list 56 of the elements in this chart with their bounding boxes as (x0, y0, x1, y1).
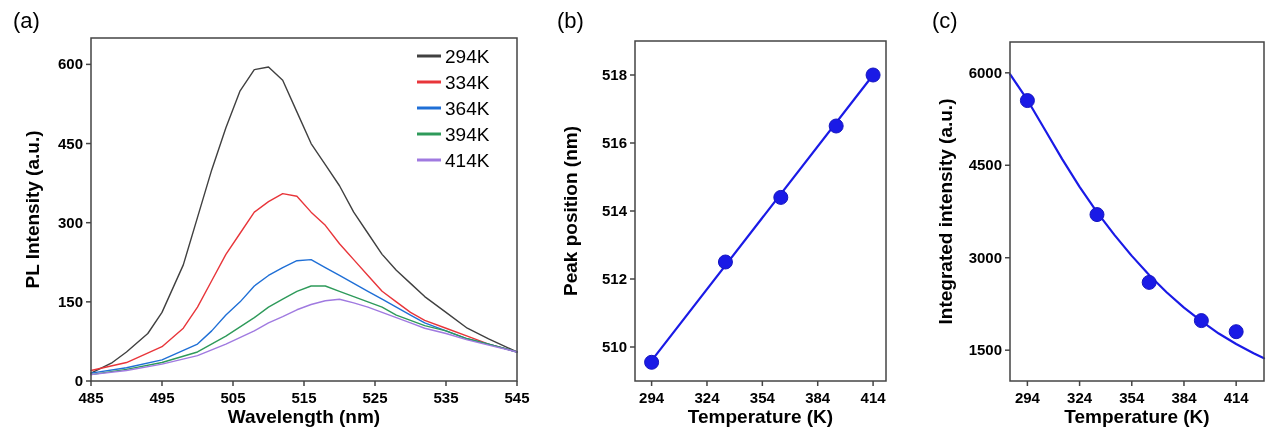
y-tick-label: 514 (601, 202, 628, 219)
legend-label: 294K (445, 46, 490, 67)
x-tick-label: 294 (639, 389, 665, 406)
y-tick-label: 510 (601, 338, 627, 355)
x-tick-label: 354 (1119, 389, 1145, 406)
y-tick-label: 1500 (968, 341, 1002, 359)
point (1193, 313, 1209, 329)
x-axis-title: Temperature (K) (687, 406, 834, 427)
x-tick-label: 414 (860, 389, 887, 406)
y-tick-label: 6000 (968, 63, 1002, 81)
y-tick-label: 4500 (968, 156, 1002, 174)
y-tick-label: 600 (57, 55, 83, 73)
x-tick-label: 414 (1223, 389, 1250, 406)
point (1141, 274, 1157, 290)
x-tick-label: 384 (805, 389, 831, 406)
point (773, 189, 789, 205)
x-tick-label: 515 (291, 389, 317, 406)
y-axis-title: Integrated intensity (a.u.) (935, 98, 956, 325)
point (1228, 324, 1244, 340)
point (865, 67, 881, 83)
point (828, 118, 844, 134)
legend-label: 364K (445, 98, 490, 119)
y-tick-label: 512 (601, 270, 627, 287)
y-tick-label: 0 (74, 372, 83, 389)
y-tick-label: 518 (601, 66, 627, 83)
chart-title: (a) (13, 8, 40, 33)
x-axis-title: Wavelength (nm) (227, 406, 381, 427)
y-axis-title: PL Intensity (a.u.) (22, 130, 43, 289)
y-tick-label: 150 (57, 292, 83, 310)
y-axis-title: Peak position (nm) (560, 126, 581, 296)
line-series (1008, 72, 1266, 360)
legend-label: 394K (445, 124, 490, 145)
x-tick-label: 324 (1067, 389, 1093, 406)
x-tick-label: 525 (362, 389, 388, 406)
y-tick-label: 300 (57, 213, 83, 231)
y-tick-label: 3000 (968, 248, 1002, 266)
point (717, 254, 733, 270)
chart-title: (b) (557, 8, 584, 33)
point (1089, 207, 1105, 223)
x-tick-label: 545 (504, 389, 530, 406)
point (644, 354, 660, 370)
x-tick-label: 495 (149, 389, 175, 406)
x-axis-title: Temperature (K) (1064, 406, 1210, 427)
x-tick-label: 384 (1171, 389, 1198, 406)
x-tick-label: 485 (78, 389, 104, 406)
point (1019, 93, 1035, 109)
y-tick-label: 450 (57, 134, 83, 152)
chart-title: (c) (932, 8, 958, 33)
x-tick-label: 354 (749, 389, 776, 406)
x-tick-label: 535 (433, 389, 459, 406)
x-tick-label: 324 (694, 389, 721, 406)
legend-label: 414K (445, 150, 490, 171)
legend-label: 334K (445, 72, 490, 93)
y-tick-label: 516 (601, 134, 627, 151)
x-tick-label: 505 (220, 389, 246, 406)
x-tick-label: 294 (1014, 389, 1041, 406)
